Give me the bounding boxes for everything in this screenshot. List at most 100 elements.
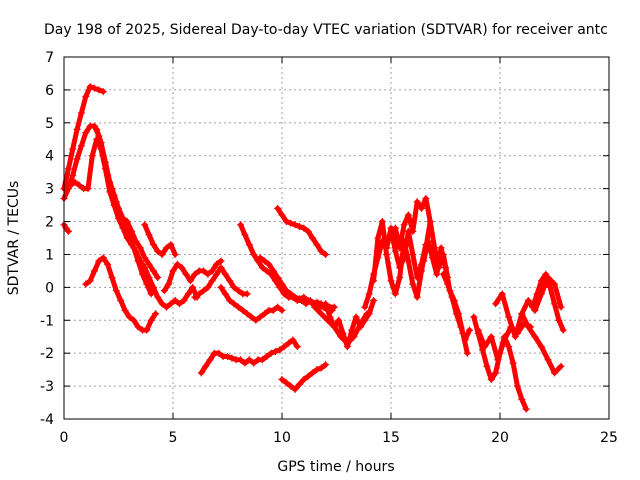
- y-tick-label: 5: [45, 116, 54, 132]
- data-point: [524, 323, 532, 331]
- y-tick-label: 6: [45, 83, 54, 99]
- y-tick-label: 1: [45, 247, 54, 263]
- data-point: [322, 361, 330, 369]
- data-point: [289, 336, 297, 344]
- data-point: [278, 306, 286, 314]
- data-point: [241, 231, 249, 239]
- data-point: [487, 376, 495, 383]
- data-point: [239, 306, 247, 314]
- data-point: [513, 382, 521, 390]
- data-point: [551, 280, 558, 288]
- data-point: [69, 172, 77, 179]
- data-point: [115, 204, 122, 212]
- data-point: [228, 354, 236, 362]
- data-point: [82, 280, 90, 288]
- data-point: [67, 181, 74, 189]
- data-point: [518, 395, 526, 403]
- data-point: [555, 316, 563, 324]
- data-point: [559, 326, 567, 334]
- data-point: [330, 303, 338, 311]
- data-point: [99, 88, 107, 96]
- series-line: [275, 205, 329, 257]
- plot-frame: [63, 56, 610, 420]
- data-point: [119, 224, 127, 232]
- data-point: [134, 323, 142, 331]
- data-point: [396, 244, 404, 252]
- data-point: [206, 356, 214, 364]
- data-point: [326, 313, 334, 321]
- data-point: [241, 359, 249, 367]
- data-point: [413, 293, 421, 301]
- data-point: [483, 362, 491, 370]
- data-point: [387, 277, 395, 285]
- data-point: [487, 333, 495, 341]
- series-arc-14: [274, 204, 330, 258]
- data-point: [348, 326, 356, 334]
- data-point: [167, 300, 175, 308]
- data-point: [77, 142, 85, 150]
- data-point: [149, 241, 157, 249]
- data-point: [518, 310, 526, 318]
- data-point: [352, 313, 360, 321]
- data-point: [204, 283, 212, 291]
- data-point: [282, 218, 290, 225]
- y-tick-label: 0: [45, 280, 54, 296]
- data-point: [365, 310, 373, 318]
- series-arc-17: [322, 297, 378, 351]
- data-point: [132, 247, 140, 255]
- data-point: [104, 260, 112, 268]
- data-point: [391, 290, 399, 298]
- series-arc-9: [191, 264, 251, 301]
- data-point: [189, 283, 197, 291]
- series-arc-10: [197, 336, 301, 377]
- grid-lines: [64, 57, 609, 419]
- data-point: [248, 313, 255, 321]
- data-point: [304, 227, 312, 235]
- data-point: [387, 234, 395, 242]
- data-point: [439, 270, 447, 278]
- data-point: [95, 257, 103, 265]
- axis-ticks: 0 5 10 15 20 25 -4 -3 -2 -1 0 1 2 3 4 5 6 7: [40, 50, 618, 446]
- data-point: [463, 349, 471, 357]
- data-point: [158, 300, 166, 308]
- data-point: [282, 379, 290, 387]
- data-point: [77, 109, 85, 117]
- data-point: [544, 356, 552, 364]
- data-point: [433, 270, 441, 278]
- series-arc-2: [60, 83, 107, 193]
- chart-title: Day 198 of 2025, Sidereal Day-to-day VTE…: [44, 22, 608, 38]
- data-point: [511, 333, 519, 341]
- data-point: [108, 274, 116, 281]
- data-point: [180, 297, 188, 304]
- data-point: [234, 287, 242, 295]
- x-axis-label: GPS time / hours: [277, 459, 394, 475]
- data-point: [481, 343, 489, 351]
- data-point: [141, 221, 149, 229]
- data-point: [374, 234, 382, 242]
- series-line: [371, 219, 433, 300]
- data-point: [93, 125, 101, 133]
- data-point: [300, 293, 308, 301]
- data-point: [304, 372, 312, 380]
- data-point: [226, 297, 234, 304]
- data-point: [245, 356, 253, 364]
- y-tick-label: 3: [45, 182, 54, 198]
- data-point: [322, 251, 330, 258]
- data-point: [88, 152, 96, 160]
- data-point: [69, 145, 77, 153]
- data-point: [494, 356, 502, 364]
- data-point: [147, 316, 155, 324]
- data-point: [143, 280, 151, 288]
- data-point: [152, 310, 160, 318]
- data-point: [171, 297, 179, 304]
- data-point: [130, 316, 138, 324]
- series-arc-27: [518, 310, 565, 377]
- y-tick-label: -3: [40, 379, 54, 395]
- data-point: [285, 339, 292, 347]
- series-arc-26: [529, 270, 567, 334]
- data-point: [200, 267, 207, 275]
- data-point: [154, 247, 162, 255]
- data-point: [391, 224, 399, 232]
- series-arc-1: [60, 221, 72, 235]
- data-point: [195, 290, 203, 298]
